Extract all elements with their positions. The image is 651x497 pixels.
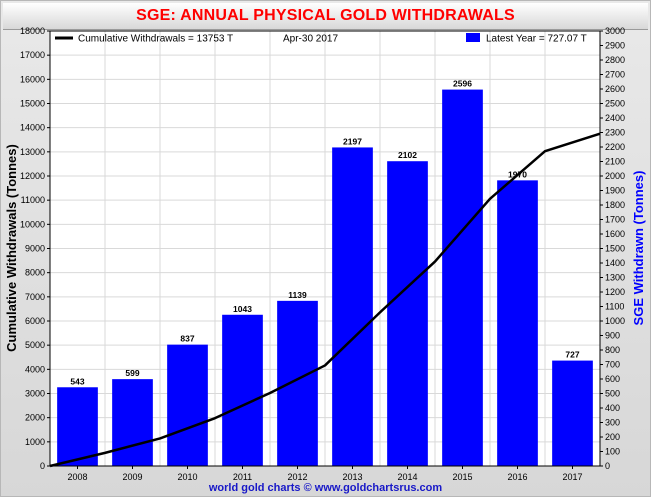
x-tick-label-2017: 2017 — [562, 472, 582, 482]
right-tick-label: 2800 — [605, 55, 625, 65]
bar-label-2017: 727 — [565, 350, 579, 360]
bar-label-2015: 2596 — [453, 79, 472, 89]
right-tick-label: 2500 — [605, 99, 625, 109]
right-tick-label: 2200 — [605, 142, 625, 152]
chart-credit: world gold charts © www.goldchartsrus.co… — [208, 482, 443, 494]
right-tick-label: 1400 — [605, 258, 625, 268]
chart-title: SGE: ANNUAL PHYSICAL GOLD WITHDRAWALS — [3, 3, 648, 30]
x-tick-label-2010: 2010 — [177, 472, 197, 482]
x-tick-label-2009: 2009 — [122, 472, 142, 482]
right-tick-label: 1100 — [605, 302, 624, 312]
legend-cumulative-label: Cumulative Withdrawals = 13753 T — [78, 34, 233, 45]
left-tick-label: 6000 — [25, 316, 45, 326]
left-tick-label: 14000 — [20, 123, 45, 133]
x-axis: 2008 2009 2010 2011 2012 2013 2014 2015 2016 2017 — [67, 466, 583, 482]
right-tick-label: 2900 — [605, 41, 625, 51]
bar-label-2014: 2102 — [398, 150, 417, 160]
x-tick-label-2011: 2011 — [233, 472, 252, 482]
left-tick-label: 8000 — [25, 268, 45, 278]
bar-label-2011: 1043 — [233, 304, 252, 314]
bar-series — [57, 89, 593, 466]
right-tick-label: 1300 — [605, 273, 625, 283]
right-tick-label: 2600 — [605, 84, 625, 94]
bar-label-2008: 543 — [70, 376, 84, 386]
right-tick-label: 2700 — [605, 70, 625, 80]
left-tick-label: 10000 — [20, 219, 45, 229]
left-tick-label: 17000 — [20, 50, 45, 60]
right-tick-label: 200 — [605, 432, 620, 442]
left-axis: 0 1000 2000 3000 4000 5000 6000 7000 8000 9000 100… — [20, 26, 50, 471]
legend: Cumulative Withdrawals = 13753 T Apr-30 … — [55, 33, 587, 45]
bar-2008 — [57, 387, 98, 466]
x-tick-label-2012: 2012 — [287, 472, 307, 482]
right-tick-label: 1900 — [605, 186, 625, 196]
right-tick-label: 500 — [605, 389, 620, 399]
right-tick-label: 2000 — [605, 171, 625, 181]
right-tick-label: 400 — [605, 403, 620, 413]
left-tick-label: 13000 — [20, 147, 45, 157]
left-tick-label: 16000 — [20, 74, 45, 84]
left-tick-label: 12000 — [20, 171, 45, 181]
x-tick-label-2015: 2015 — [452, 472, 472, 482]
bar-2017 — [552, 360, 593, 466]
right-tick-label: 2300 — [605, 128, 625, 138]
left-tick-label: 2000 — [25, 413, 45, 423]
right-tick-label: 3000 — [605, 26, 625, 36]
bar-2014 — [387, 161, 428, 466]
x-tick-label-2014: 2014 — [397, 472, 417, 482]
bar-2015 — [442, 89, 483, 466]
bar-2009 — [112, 379, 153, 466]
left-tick-label: 18000 — [20, 26, 45, 36]
bar-2012 — [277, 300, 318, 466]
bar-2013 — [332, 147, 373, 466]
bar-label-2009: 599 — [125, 368, 139, 378]
right-tick-label: 0 — [605, 461, 610, 471]
left-tick-label: 7000 — [25, 292, 45, 302]
bar-2010 — [167, 344, 208, 466]
legend-bar-swatch — [466, 33, 480, 42]
right-tick-label: 1800 — [605, 200, 625, 210]
bar-2011 — [222, 314, 263, 466]
right-axis: 0 100 200 300 400 500 600 700 800 900 1000 1100 1200… — [600, 26, 625, 471]
right-tick-label: 600 — [605, 374, 620, 384]
x-tick-label-2008: 2008 — [67, 472, 87, 482]
right-tick-label: 1200 — [605, 287, 625, 297]
right-tick-label: 1700 — [605, 215, 625, 225]
bar-label-2013: 2197 — [343, 136, 362, 146]
x-tick-label-2013: 2013 — [342, 472, 362, 482]
left-tick-label: 5000 — [25, 340, 45, 350]
x-tick-label-2016: 2016 — [507, 472, 527, 482]
left-tick-label: 11000 — [21, 195, 45, 205]
right-tick-label: 1600 — [605, 229, 625, 239]
cumulative-line — [49, 132, 601, 468]
right-tick-label: 2400 — [605, 113, 625, 123]
legend-latest-label: Latest Year = 727.07 T — [486, 34, 587, 45]
right-tick-label: 800 — [605, 345, 620, 355]
left-tick-label: 3000 — [25, 389, 45, 399]
right-tick-label: 2100 — [605, 157, 625, 167]
legend-date: Apr-30 2017 — [283, 34, 338, 45]
bar-label-2012: 1139 — [288, 290, 307, 300]
right-axis-title: SGE Withdrawn (Tonnes) — [631, 171, 646, 326]
left-tick-label: 9000 — [25, 244, 45, 254]
right-tick-label: 1500 — [605, 244, 625, 254]
left-axis-title: Cumulative Withdrawals (Tonnes) — [4, 144, 19, 352]
right-tick-label: 900 — [605, 331, 620, 341]
left-tick-label: 15000 — [20, 99, 45, 109]
left-tick-label: 1000 — [25, 437, 45, 447]
left-tick-label: 0 — [40, 461, 45, 471]
bar-label-2010: 837 — [180, 334, 194, 344]
right-tick-label: 1000 — [605, 316, 625, 326]
left-tick-label: 4000 — [25, 364, 45, 374]
right-tick-label: 300 — [605, 418, 620, 428]
bar-2016 — [497, 180, 538, 466]
right-tick-label: 100 — [605, 447, 620, 457]
right-tick-label: 700 — [605, 360, 620, 370]
